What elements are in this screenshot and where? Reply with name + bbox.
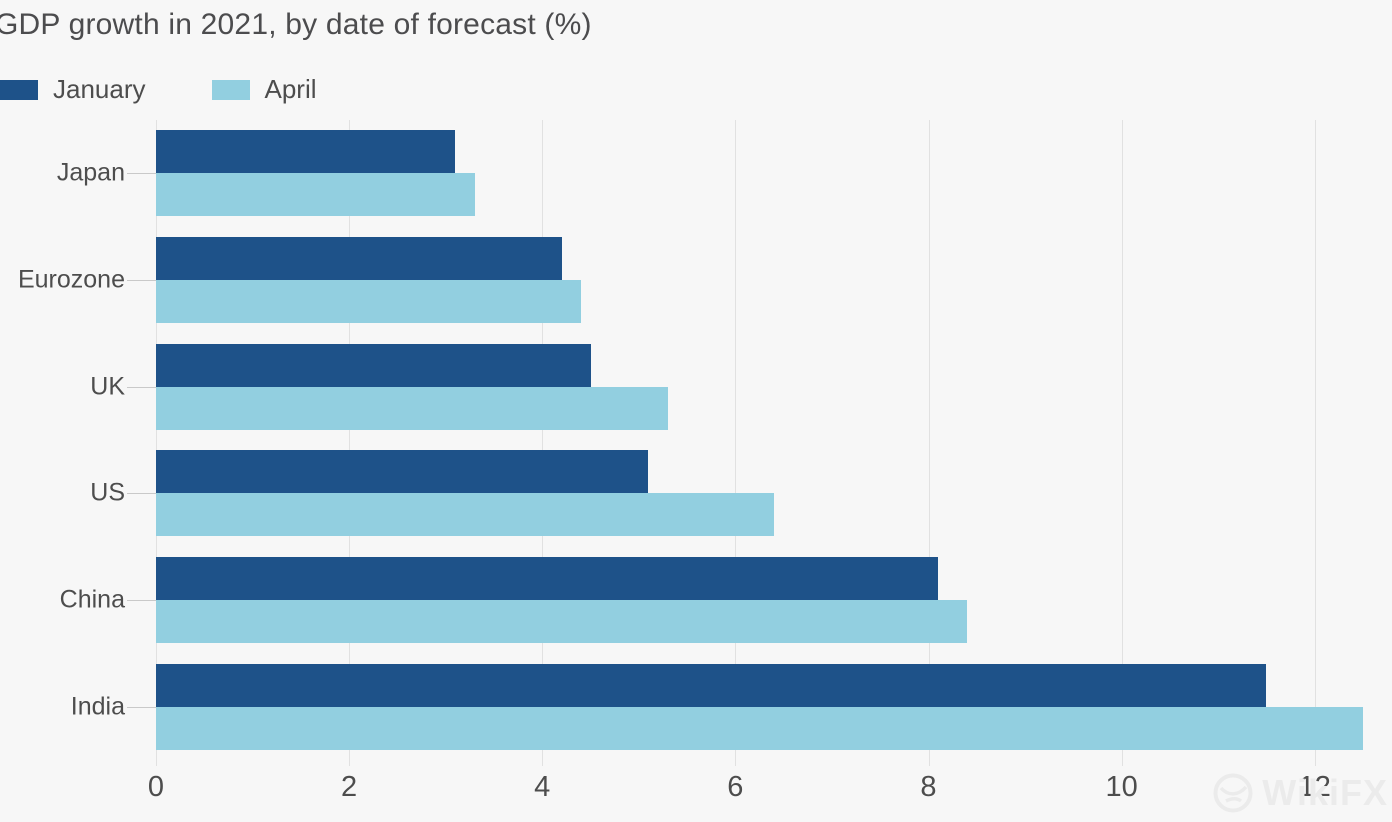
category-label-india: India [70,692,125,721]
x-axis-tick-label-2: 2 [341,771,358,803]
legend-label-january: January [53,74,146,104]
bar-group-china: China [60,547,1392,654]
gridline-x-8 [928,120,930,766]
category-tick-japan [127,173,156,175]
april-swatch-icon [211,79,250,100]
april-bar-india [156,706,1364,750]
bar-group-us: US [90,440,1392,547]
gridline-x-6 [735,120,737,766]
x-axis-tick-label-8: 8 [920,771,937,803]
category-label-china: China [59,585,125,614]
april-bar-china [156,600,968,644]
bar-group-india: India [71,653,1392,760]
x-axis-tick-label-0: 0 [147,771,165,803]
bar-rows: Japan Eurozone UK US China India [18,120,1392,760]
category-tick-uk [127,386,156,388]
gridline-x-0 [156,120,157,766]
april-bar-uk [156,386,668,430]
category-label-japan: Japan [56,158,125,187]
january-bar-uk [156,343,591,387]
january-bar-us [156,450,649,494]
legend-label-april: April [264,74,317,104]
category-tick-us [127,493,156,495]
x-axis-tick-label-12: 12 [1298,771,1331,803]
gridline-x-10 [1121,120,1123,766]
x-axis-tick-label-6: 6 [727,771,744,803]
january-bar-india [156,663,1267,707]
legend-item-january: January [0,74,146,105]
gridline-x-4 [542,120,544,766]
gridline-x-2 [349,120,351,766]
bar-group-uk: UK [90,333,1392,440]
april-bar-eurozone [156,280,581,323]
january-swatch-icon [0,79,38,100]
plot-area: Japan Eurozone UK US China India 0 2 4 6 8 10 12 [18,120,1392,803]
april-bar-us [156,493,774,537]
january-bar-japan [156,130,456,174]
x-axis-tick-label-10: 10 [1105,771,1138,803]
category-label-uk: UK [90,372,125,401]
bar-group-eurozone: Eurozone [18,227,1392,334]
chart-title: GDP growth in 2021, by date of forecast … [0,8,592,41]
january-bar-china [156,557,939,601]
category-tick-china [127,600,156,602]
category-tick-india [127,706,156,708]
legend-item-april: April [211,74,317,105]
category-label-eurozone: Eurozone [17,265,125,294]
category-label-us: US [90,478,125,507]
x-axis-tick-label-4: 4 [534,771,551,803]
gridline-x-12 [1314,120,1316,766]
bar-group-japan: Japan [57,120,1392,227]
category-tick-eurozone [127,280,156,281]
legend: January April [0,74,317,105]
april-bar-japan [156,173,475,217]
wikifx-globe-icon [1213,773,1253,813]
january-bar-eurozone [156,237,562,280]
